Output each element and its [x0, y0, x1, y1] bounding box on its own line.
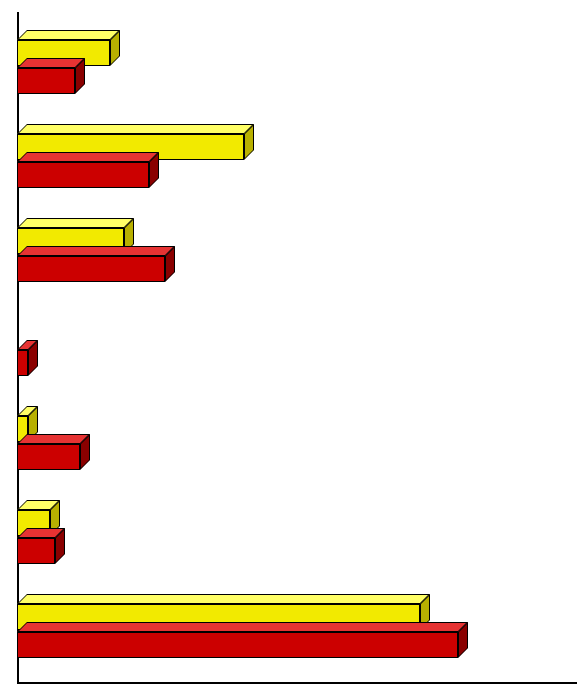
bar-g5-series-b: [17, 444, 90, 470]
bar-g6-series-b: [17, 538, 65, 564]
x-axis: [17, 682, 577, 684]
bar-g4-series-b: [17, 350, 38, 376]
plot-area: [17, 12, 577, 684]
bar-g3-series-b: [17, 256, 175, 282]
bar-g2-series-b: [17, 162, 159, 188]
grouped-bar-chart: [0, 0, 585, 691]
bar-g1-series-b: [17, 68, 85, 94]
bar-g7-series-b: [17, 632, 468, 658]
